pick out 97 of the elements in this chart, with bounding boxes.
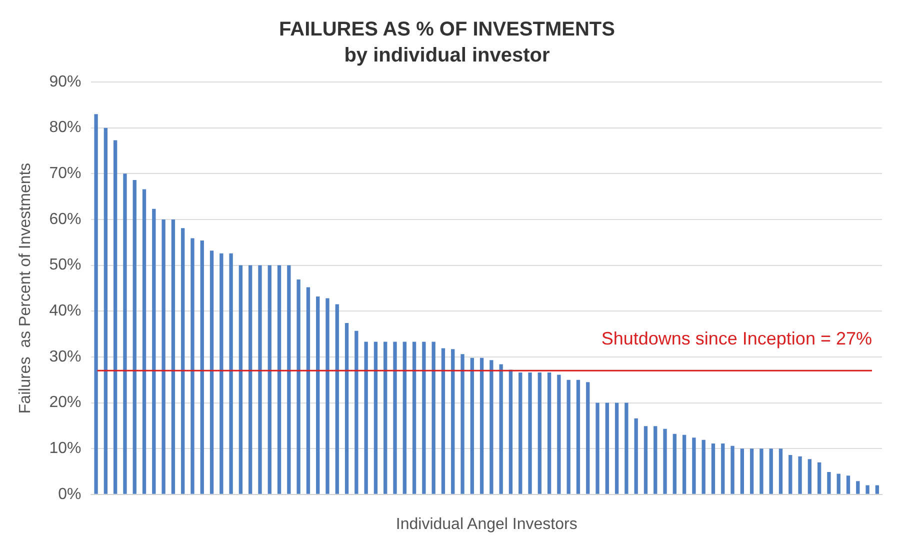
bar [238, 265, 243, 494]
bar [624, 402, 628, 494]
bar [576, 380, 580, 494]
bar [142, 189, 146, 494]
y-tick-label: 60% [49, 210, 82, 228]
bar [316, 296, 320, 494]
bar [538, 372, 542, 494]
bar [808, 459, 812, 494]
bar [508, 370, 513, 494]
chart-subtitle: by individual investor [344, 44, 550, 67]
bar [268, 265, 272, 494]
bar [384, 342, 388, 494]
bar [846, 476, 850, 494]
bar [460, 354, 464, 494]
bar [393, 342, 397, 494]
bar [451, 349, 455, 494]
y-tick-label: 20% [49, 394, 82, 412]
bar [730, 446, 734, 494]
bar [499, 364, 503, 494]
bar [566, 380, 570, 494]
bar [836, 474, 840, 494]
y-tick-label: 0% [58, 486, 82, 503]
bar [422, 342, 426, 494]
bar [277, 265, 282, 494]
y-tick-label: 70% [49, 165, 82, 182]
y-tick-label: 90% [49, 73, 82, 90]
y-tick-label: 30% [49, 348, 82, 366]
bar [721, 444, 725, 494]
bar [769, 448, 773, 494]
bar [200, 240, 204, 494]
bar [480, 358, 484, 494]
bar [817, 462, 822, 494]
bar [344, 323, 349, 494]
y-tick-label: 80% [49, 119, 82, 136]
bar [750, 448, 754, 494]
bar [702, 440, 706, 494]
bar [229, 253, 233, 494]
bar [190, 238, 194, 494]
bar [104, 128, 108, 494]
bar [470, 358, 474, 494]
bar [132, 180, 136, 494]
bar [402, 342, 406, 494]
bar [171, 219, 176, 494]
bar [663, 428, 667, 494]
bar [162, 219, 166, 494]
bar [672, 434, 676, 494]
y-tick-label: 50% [49, 256, 82, 274]
bar [306, 287, 310, 494]
bar [152, 208, 156, 494]
bar [682, 434, 686, 494]
bar [856, 481, 860, 494]
bar [296, 279, 300, 494]
x-axis-title: Individual Angel Investors [396, 516, 578, 533]
bar [798, 456, 802, 494]
bar [634, 418, 638, 494]
bar [875, 485, 880, 494]
bar [220, 253, 224, 494]
bar [760, 448, 764, 494]
bar [210, 250, 214, 494]
bar [258, 265, 262, 494]
y-tick-label: 10% [49, 440, 82, 457]
bar [518, 372, 522, 494]
bar [374, 342, 378, 494]
y-axis-title: Failures as Percent of Investments [17, 162, 34, 414]
bar [644, 426, 648, 494]
bar [740, 448, 744, 494]
bar [827, 472, 831, 494]
bar [114, 140, 118, 494]
bar [692, 438, 696, 494]
bar [181, 228, 185, 494]
bar [412, 342, 416, 494]
bar [335, 304, 339, 494]
bar [778, 448, 783, 494]
bar [441, 348, 446, 494]
bar [711, 444, 716, 494]
bar [654, 426, 658, 494]
bar [354, 330, 358, 494]
bar [605, 402, 609, 494]
bar [248, 265, 252, 494]
bar [596, 402, 600, 494]
bar [788, 454, 792, 494]
ref-line-label: Shutdowns since Inception = 27% [601, 328, 872, 349]
bar [490, 360, 494, 494]
bar [866, 485, 870, 494]
bar [557, 374, 561, 494]
chart-title: FAILURES AS % OF INVESTMENTS [279, 18, 615, 41]
bar [528, 372, 532, 494]
bar [364, 342, 368, 494]
bar [547, 372, 552, 494]
bar [432, 342, 436, 494]
bar [326, 298, 330, 494]
bar [123, 174, 127, 494]
y-tick-label: 40% [49, 302, 82, 320]
bar [94, 114, 98, 494]
bar [586, 382, 590, 494]
bar [287, 265, 291, 494]
bar [614, 402, 619, 494]
